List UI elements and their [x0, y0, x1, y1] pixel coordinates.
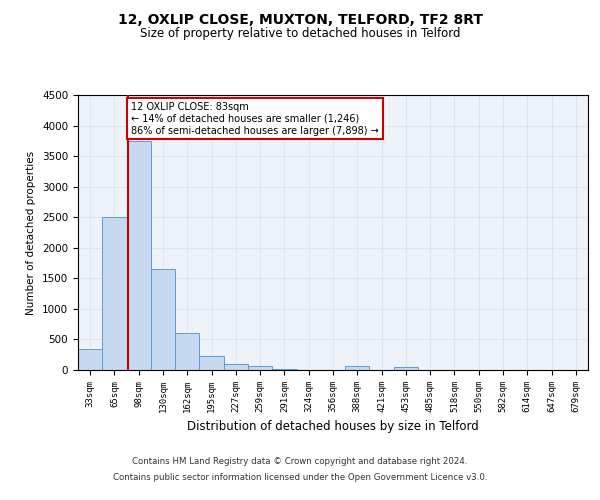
Bar: [199, 356, 224, 370]
Bar: [102, 217, 127, 370]
Text: Contains HM Land Registry data © Crown copyright and database right 2024.: Contains HM Land Registry data © Crown c…: [132, 458, 468, 466]
Bar: [151, 269, 175, 370]
Bar: [248, 366, 272, 370]
Y-axis label: Number of detached properties: Number of detached properties: [26, 150, 37, 314]
Bar: [224, 364, 248, 370]
Bar: [175, 334, 199, 370]
Bar: [394, 367, 418, 370]
X-axis label: Distribution of detached houses by size in Telford: Distribution of detached houses by size …: [187, 420, 479, 434]
Bar: [345, 366, 370, 370]
Bar: [78, 348, 102, 370]
Bar: [127, 141, 151, 370]
Text: 12, OXLIP CLOSE, MUXTON, TELFORD, TF2 8RT: 12, OXLIP CLOSE, MUXTON, TELFORD, TF2 8R…: [118, 12, 482, 26]
Text: 12 OXLIP CLOSE: 83sqm
← 14% of detached houses are smaller (1,246)
86% of semi-d: 12 OXLIP CLOSE: 83sqm ← 14% of detached …: [131, 102, 379, 136]
Text: Contains public sector information licensed under the Open Government Licence v3: Contains public sector information licen…: [113, 472, 487, 482]
Text: Size of property relative to detached houses in Telford: Size of property relative to detached ho…: [140, 28, 460, 40]
